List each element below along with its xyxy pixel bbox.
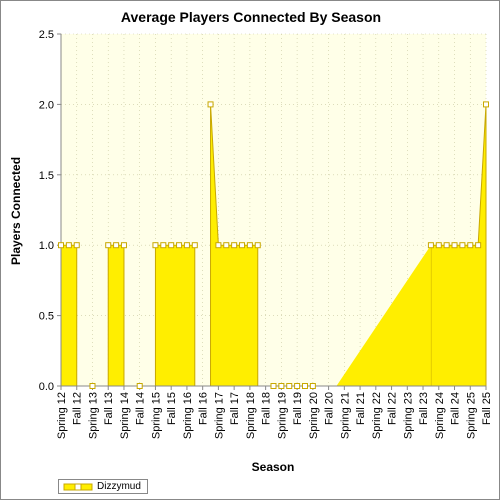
x-tick-label: Spring 14 (119, 392, 131, 439)
data-point (435, 242, 442, 249)
data-point (451, 242, 458, 249)
x-tick-label: Fall 12 (72, 392, 84, 425)
x-tick-label: Spring 23 (402, 392, 414, 439)
y-axis-label: Players Connected (9, 157, 23, 265)
data-point (483, 101, 489, 108)
data-point (113, 242, 120, 249)
y-tick-label: 2.0 (39, 99, 54, 111)
x-tick-label: Fall 21 (355, 392, 367, 425)
x-tick-label: Fall 13 (103, 392, 115, 425)
data-point (65, 242, 72, 249)
data-point (89, 383, 96, 389)
y-tick-label: 0.0 (39, 381, 54, 393)
chart-title: Average Players Connected By Season (120, 9, 382, 25)
x-tick-label: Spring 13 (87, 392, 99, 439)
data-point (215, 242, 222, 249)
area-segment (336, 245, 431, 386)
x-tick-label: Spring 15 (150, 392, 162, 439)
data-point (168, 242, 175, 249)
x-tick-label: Spring 20 (308, 392, 320, 439)
x-tick-label: Spring 12 (56, 392, 68, 439)
x-tick-label: Fall 18 (261, 392, 273, 425)
data-point (152, 242, 159, 249)
data-point (467, 242, 474, 249)
data-point (427, 242, 434, 249)
data-point (475, 242, 482, 249)
area-segment (154, 244, 196, 387)
x-tick-label: Fall 14 (135, 392, 147, 425)
area-segment (60, 244, 78, 387)
legend-swatch (63, 482, 93, 492)
data-point (160, 242, 167, 249)
x-tick-label: Fall 25 (481, 392, 493, 425)
y-tick-label: 2.5 (39, 29, 54, 41)
x-tick-label: Fall 15 (166, 392, 178, 425)
data-point (294, 383, 301, 389)
x-axis-label: Season (252, 460, 295, 474)
x-tick-label: Spring 19 (276, 392, 288, 439)
data-point (191, 242, 198, 249)
y-tick-label: 0.5 (39, 311, 54, 323)
x-tick-label: Spring 21 (339, 392, 351, 439)
x-tick-label: Fall 19 (292, 392, 304, 425)
data-point (136, 383, 143, 389)
data-point (246, 242, 253, 249)
data-point (239, 242, 246, 249)
x-tick-label: Spring 16 (182, 392, 194, 439)
data-point (278, 383, 285, 389)
data-point (120, 242, 127, 249)
legend: Dizzymud (58, 479, 148, 494)
data-point (309, 383, 316, 389)
x-tick-label: Fall 17 (229, 392, 241, 425)
x-tick-label: Spring 25 (465, 392, 477, 439)
x-tick-label: Fall 20 (324, 392, 336, 425)
data-point (73, 242, 80, 249)
y-tick-label: 1.0 (39, 240, 54, 252)
x-tick-label: Spring 24 (434, 392, 446, 439)
data-point (105, 242, 112, 249)
data-point (459, 242, 466, 249)
data-point (223, 242, 230, 249)
x-tick-label: Spring 17 (213, 392, 225, 439)
data-point (183, 242, 190, 249)
data-point (443, 242, 450, 249)
data-point (176, 242, 183, 249)
y-tick-label: 1.5 (39, 170, 54, 182)
data-point (207, 101, 214, 108)
data-point (301, 383, 308, 389)
x-tick-label: Fall 16 (198, 392, 210, 425)
x-tick-label: Fall 24 (450, 392, 462, 425)
data-point (286, 383, 293, 389)
data-markers (58, 101, 489, 389)
x-tick-label: Fall 23 (418, 392, 430, 425)
data-point (231, 242, 238, 249)
area-segment (107, 244, 125, 387)
data-point (270, 383, 277, 389)
x-tick-label: Spring 18 (245, 392, 257, 439)
x-tick-label: Spring 22 (371, 392, 383, 439)
legend-label: Dizzymud (97, 481, 141, 492)
data-point (254, 242, 261, 249)
x-tick-label: Fall 22 (387, 392, 399, 425)
data-point (58, 242, 64, 249)
